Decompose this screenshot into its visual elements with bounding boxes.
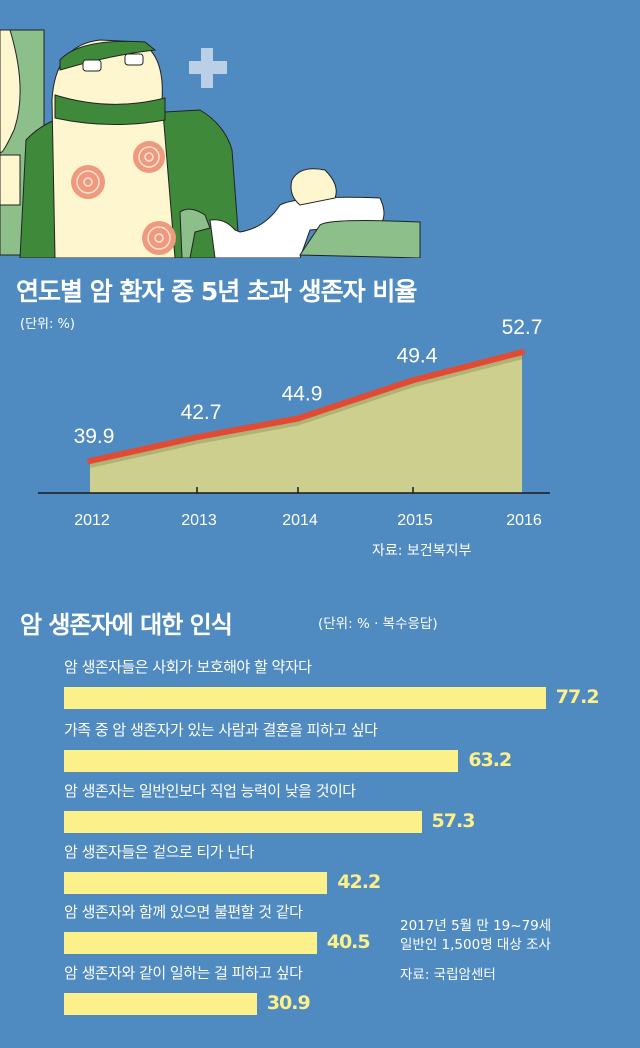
line-shadow <box>89 353 523 468</box>
area-fill <box>90 352 522 493</box>
bar-value-label: 63.2 <box>468 749 512 771</box>
bar-value-label: 57.3 <box>431 810 476 832</box>
bar <box>64 872 328 894</box>
bar-value-label: 30.9 <box>266 992 311 1014</box>
bar-category-label: 암 생존자와 함께 있으면 불편할 것 같다 <box>64 903 303 921</box>
chart-title: 암 생존자에 대한 인식 <box>20 611 233 639</box>
bar-category-label: 암 생존자는 일반인보다 직업 능력이 낮을 것이다 <box>64 782 356 800</box>
chart-source: 자료: 국립암센터 <box>400 967 496 983</box>
x-tick-label: 2016 <box>506 512 542 529</box>
target-mark-icon <box>142 221 176 255</box>
bar <box>64 932 317 954</box>
survey-note: 2017년 5월 만 19~79세 일반인 1,500명 대상 조사 <box>400 917 551 955</box>
bar-value-label: 40.5 <box>326 931 371 953</box>
chart-source: 자료: 보건복지부 <box>372 543 472 559</box>
survey-note-line: 일반인 1,500명 대상 조사 <box>400 937 551 953</box>
target-mark-icon <box>133 141 165 173</box>
bar <box>64 993 257 1015</box>
bar-category-label: 암 생존자들은 겉으로 티가 난다 <box>64 843 254 861</box>
bar-value-label: 77.2 <box>555 686 600 708</box>
bar <box>64 811 422 833</box>
x-tick-label: 2012 <box>74 512 110 529</box>
bar-category-label: 암 생존자들은 사회가 보호해야 할 약자다 <box>64 658 312 676</box>
bar-category-label: 암 생존자와 같이 일하는 걸 피하고 싶다 <box>64 964 303 982</box>
chart-unit: (단위: %) <box>20 317 75 332</box>
data-label: 39.9 <box>74 425 115 448</box>
chart-unit: (단위: % · 복수응답) <box>318 616 438 632</box>
medical-cross-icon <box>189 48 227 88</box>
target-mark-icon <box>71 165 105 199</box>
bar <box>64 750 459 772</box>
x-tick-label: 2015 <box>397 512 433 529</box>
chart-title: 연도별 암 환자 중 5년 초과 생존자 비율 <box>16 277 417 306</box>
bar <box>64 687 546 709</box>
bar-category-label: 가족 중 암 생존자가 있는 사람과 결혼을 피하고 싶다 <box>64 721 378 739</box>
doctor-examining-patient-illustration <box>0 29 421 258</box>
x-tick-label: 2014 <box>282 512 318 529</box>
bar-value-label: 42.2 <box>337 871 381 893</box>
data-label: 42.7 <box>181 401 222 424</box>
series-line <box>87 349 525 464</box>
data-label: 44.9 <box>282 383 323 406</box>
survey-note-line: 2017년 5월 만 19~79세 <box>400 918 552 934</box>
x-tick-label: 2013 <box>181 512 217 529</box>
data-label: 52.7 <box>502 316 543 339</box>
line-area-chart: 2012 39.9 2013 42.7 2014 44.9 2015 49.4 2016 52.7 <box>38 316 550 529</box>
data-label: 49.4 <box>397 344 438 367</box>
